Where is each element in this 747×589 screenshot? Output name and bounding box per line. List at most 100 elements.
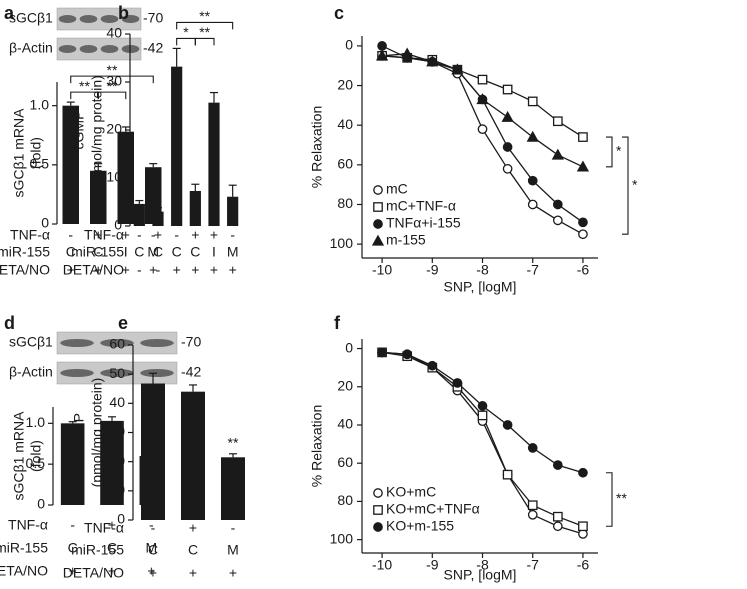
significance-label: * [616, 143, 622, 159]
blot [56, 7, 142, 31]
bar [227, 196, 239, 226]
condition-value: + [67, 262, 75, 278]
condition-value: I [212, 244, 216, 260]
panel-letter: e [118, 313, 128, 333]
condition-value: + [210, 227, 218, 243]
marker [477, 74, 488, 85]
blot-band [121, 15, 140, 23]
marker [477, 401, 488, 411]
blot-band [60, 369, 94, 377]
y-axis-label: (fold) [28, 440, 44, 472]
condition-value: - [231, 520, 236, 536]
blot-band [140, 339, 174, 347]
blot-label: β-Actin [9, 364, 53, 380]
x-tick-label: -6 [577, 557, 590, 573]
marker [401, 47, 414, 59]
series-line [381, 45, 584, 223]
blot-label: sGCβ1 [9, 10, 53, 26]
marker [527, 175, 538, 186]
condition-value: C [134, 244, 144, 260]
blot-band [100, 369, 134, 377]
condition-label: miR-155 [71, 244, 124, 260]
blot-size: -42 [181, 364, 201, 380]
y-axis-label: (pmol/mg protein) [89, 75, 105, 185]
y-tick-label: 0.5 [30, 156, 50, 172]
blot-band [60, 339, 94, 347]
blot-band [100, 339, 134, 347]
condition-value: - [149, 517, 154, 533]
condition-value: C [68, 540, 78, 556]
bar [208, 102, 220, 226]
condition-value: - [230, 227, 235, 243]
x-axis-label: SNP, [logM] [444, 279, 517, 295]
condition-label: miR-155 [71, 542, 124, 558]
y-tick-label: 30 [109, 423, 125, 439]
condition-value: C [153, 244, 163, 260]
marker [552, 199, 563, 210]
significance-label: * [632, 176, 638, 192]
bar [133, 203, 145, 226]
condition-value: - [137, 227, 142, 243]
condition-label: TNF-α [10, 227, 50, 243]
marker [373, 488, 383, 498]
y-tick-label: 20 [109, 452, 125, 468]
condition-value: + [189, 565, 197, 581]
blot-band [58, 45, 77, 53]
condition-value: - [137, 262, 142, 278]
marker [375, 49, 389, 61]
y-tick-label: 40 [109, 394, 125, 410]
significance-bracket [97, 91, 127, 100]
condition-value: C [107, 540, 117, 556]
x-tick-label: -8 [476, 262, 489, 278]
significance-label: * [183, 24, 189, 40]
y-tick-label: 0 [345, 37, 353, 53]
y-tick-label: 0 [345, 339, 353, 355]
y-tick-label: 60 [337, 156, 353, 172]
condition-value: C [148, 542, 158, 558]
y-tick-label: 1.0 [26, 414, 46, 430]
marker [427, 360, 438, 371]
blot-band [79, 15, 98, 23]
significance-bracket [606, 472, 613, 527]
x-tick-label: -6 [577, 262, 590, 278]
marker [578, 521, 588, 532]
condition-label: TNF-α [8, 517, 48, 533]
marker [578, 467, 588, 478]
significance-label: ** [616, 490, 627, 506]
condition-value: + [69, 563, 77, 579]
blot-label: sGCβ1 [9, 334, 53, 350]
blot-label: β-Actin [9, 40, 53, 56]
condition-label: DETA/NO [63, 262, 124, 278]
condition-value: + [229, 565, 237, 581]
x-tick-label: -8 [476, 557, 489, 573]
y-tick-label: 20 [337, 76, 353, 92]
blot-band [100, 45, 119, 53]
y-axis-label: (fold) [28, 137, 44, 169]
y-axis-label: % Relaxation [309, 405, 325, 488]
marker [527, 509, 538, 520]
legend-label: mC [386, 181, 408, 197]
marker [502, 163, 513, 174]
condition-value: + [147, 563, 155, 579]
y-tick-label: 60 [109, 336, 125, 352]
x-tick-label: -9 [426, 557, 439, 573]
marker [526, 130, 539, 142]
condition-value: - [174, 227, 179, 243]
marker [477, 410, 488, 421]
y-tick-label: 0.5 [26, 455, 46, 471]
condition-value: + [94, 262, 102, 278]
condition-value: + [191, 262, 199, 278]
significance-label: ** [199, 24, 210, 40]
condition-label: miR-155 [0, 540, 48, 556]
significance-label: ** [228, 434, 239, 450]
condition-value: M [227, 244, 239, 260]
condition-value: - [151, 227, 156, 243]
blot-size: -42 [143, 40, 163, 56]
blot-band [100, 15, 119, 23]
marker [502, 142, 513, 152]
marker [552, 215, 563, 226]
blot-band [79, 45, 98, 53]
panel-letter: a [4, 3, 15, 23]
bar [90, 170, 107, 224]
condition-value: M [145, 540, 157, 556]
